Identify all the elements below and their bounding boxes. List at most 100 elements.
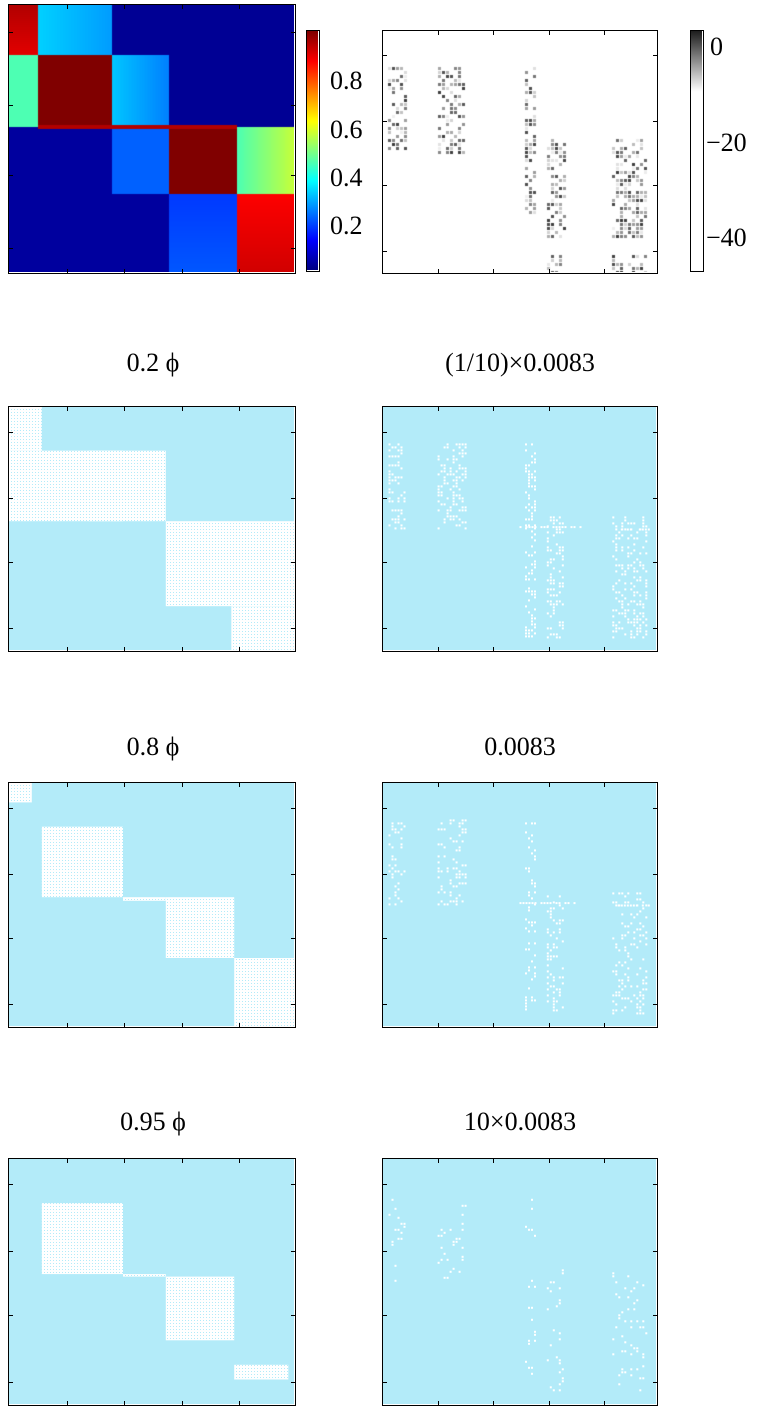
nonzero-entry	[615, 901, 618, 904]
nonzero-entry	[636, 1299, 639, 1302]
nonzero-entry	[633, 591, 636, 594]
nonzero-entry	[633, 570, 636, 573]
nonzero-entry	[555, 594, 558, 597]
pattern-background	[383, 407, 656, 650]
nonzero-entry	[621, 1009, 624, 1012]
nonzero-entry	[388, 1213, 391, 1216]
nonzero-entry	[633, 618, 636, 621]
nonzero-entry	[558, 904, 561, 907]
nonzero-entry	[534, 617, 536, 620]
nonzero-entry	[642, 522, 645, 525]
nonzero-entry	[621, 573, 624, 576]
nonzero-entry	[624, 1371, 627, 1374]
nonzero-entry	[388, 897, 391, 900]
nonzero-entry	[461, 1258, 464, 1261]
nonzero-entry	[546, 982, 549, 985]
nonzero-entry	[388, 443, 391, 446]
nonzero-entry	[534, 1285, 536, 1288]
nonzero-entry	[629, 528, 632, 531]
nonzero-entry	[455, 876, 458, 879]
nonzero-entry	[455, 494, 458, 497]
nonzero-entry	[440, 1258, 443, 1261]
axis-tick	[548, 31, 550, 35]
nonzero-entry	[443, 479, 446, 482]
nonzero-entry	[528, 969, 530, 972]
nonzero-entry	[452, 819, 455, 822]
nonzero-entry	[573, 526, 576, 529]
nonzero-entry	[391, 873, 394, 876]
nonzero-entry	[437, 485, 440, 488]
nonzero-entry	[534, 593, 536, 596]
nonzero-entry	[555, 600, 558, 603]
nonzero-entry	[546, 976, 549, 979]
nonzero-entry	[639, 910, 642, 913]
nonzero-entry	[440, 503, 443, 506]
nonzero-entry	[534, 858, 536, 861]
nonzero-entry	[627, 537, 630, 540]
nonzero-entry	[552, 907, 555, 910]
nonzero-entry	[400, 1231, 403, 1234]
nonzero-entry	[561, 1272, 564, 1275]
axis-tick	[493, 407, 495, 411]
nonzero-entry	[546, 1000, 549, 1003]
axis-tick	[239, 1159, 241, 1163]
nonzero-entry	[612, 892, 615, 895]
nonzero-entry	[558, 1362, 561, 1365]
axis-tick	[383, 1183, 387, 1185]
nonzero-entry	[626, 904, 629, 907]
nonzero-entry	[461, 497, 464, 500]
nonzero-entry	[440, 870, 443, 873]
nonzero-entry	[449, 515, 452, 518]
nonzero-entry	[558, 591, 561, 594]
nonzero-entry	[400, 843, 403, 846]
axis-tick	[603, 783, 605, 787]
nonzero-entry	[639, 627, 642, 630]
axis-tick	[181, 407, 183, 411]
nonzero-entry	[612, 994, 615, 997]
nonzero-entry	[546, 958, 549, 961]
axis-tick	[9, 874, 13, 876]
nonzero-entry	[630, 913, 633, 916]
nonzero-entry	[452, 1267, 455, 1270]
nonzero-entry	[549, 588, 552, 591]
nonzero-entry	[630, 552, 633, 555]
axis-tick	[653, 121, 657, 123]
nonzero-entry	[528, 526, 531, 529]
nonzero-entry	[642, 546, 645, 549]
nonzero-entry	[455, 1240, 458, 1243]
nonzero-entry	[458, 446, 461, 449]
nonzero-entry	[391, 858, 394, 861]
nonzero-entry	[639, 561, 642, 564]
nonzero-entry	[458, 488, 461, 491]
nonzero-entry	[636, 531, 639, 534]
nonzero-entry	[531, 629, 533, 632]
nonzero-entry	[525, 1225, 527, 1228]
nonzero-entry	[446, 458, 449, 461]
nonzero-entry	[391, 1198, 394, 1201]
nonzero-entry	[534, 849, 536, 852]
nonzero-entry	[645, 982, 648, 985]
nonzero-entry	[612, 621, 615, 624]
nonzero-entry	[397, 897, 400, 900]
nonzero-entry	[446, 473, 449, 476]
nonzero-entry	[531, 526, 534, 529]
nonzero-entry	[461, 479, 464, 482]
nonzero-entry	[624, 997, 627, 1000]
nonzero-entry	[534, 930, 536, 933]
nonzero-entry	[627, 952, 630, 955]
nonzero-entry	[464, 527, 467, 530]
nonzero-entry	[552, 931, 555, 934]
nonzero-entry	[555, 988, 558, 991]
nonzero-entry	[552, 1000, 555, 1003]
nonzero-entry	[642, 612, 645, 615]
nonzero-entry	[633, 567, 636, 570]
nonzero-entry	[443, 503, 446, 506]
nonzero-entry	[440, 485, 443, 488]
nonzero-entry	[624, 1006, 627, 1009]
axis-tick	[124, 269, 126, 273]
nonzero-entry	[461, 443, 464, 446]
nonzero-entry	[534, 855, 536, 858]
nonzero-entry	[624, 901, 627, 904]
nonzero-entry	[525, 918, 527, 921]
nonzero-entry	[440, 1228, 443, 1231]
